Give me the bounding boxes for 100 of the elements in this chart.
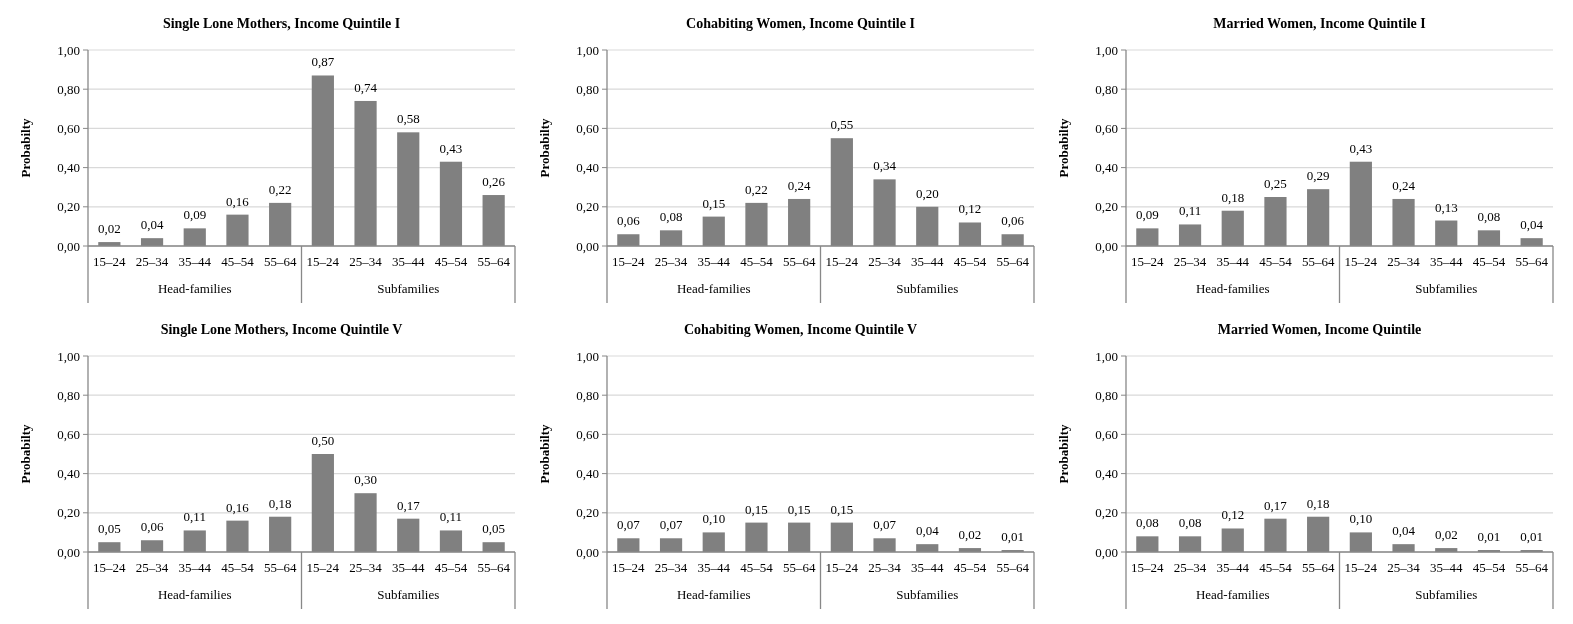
data-label: 0,04 (1520, 217, 1544, 233)
x-tick-label: 15–24 (825, 560, 859, 575)
data-label: 0,11 (439, 509, 463, 525)
data-label: 0,20 (915, 185, 939, 201)
text: Subfamilies (377, 587, 440, 602)
x-tick-label: 15–24 (1344, 254, 1378, 269)
x-tick-label: 25–34 (868, 560, 902, 575)
chart-title: Married Women, Income Quintile (1217, 322, 1422, 337)
x-tick-label: 45–54 (221, 254, 255, 269)
y-tick-label: 0,20 (576, 505, 599, 521)
data-label: 0,07 (659, 517, 683, 533)
y-tick-label: 0,80 (576, 387, 599, 403)
x-tick-label: 25–34 (654, 254, 688, 269)
y-axis-title: Probabilty (18, 424, 33, 484)
x-tick-label: 55–64 (996, 254, 1030, 269)
x-tick-label: 45–54 (1259, 254, 1293, 269)
text: Subfamilies (896, 587, 959, 602)
x-tick-label: 35–44 (911, 560, 944, 575)
x-tick-label: 45–54 (434, 560, 468, 575)
x-tick-label: 25–34 (135, 254, 169, 269)
data-label: 0,04 (1392, 523, 1416, 539)
text: Head-families (157, 281, 232, 296)
y-tick-label: 0,00 (576, 544, 599, 560)
y-tick-label: 0,60 (1095, 426, 1118, 442)
y-tick-label: 0,00 (1095, 238, 1118, 254)
y-tick-label: 0,40 (57, 160, 80, 176)
x-tick-label: 55–64 (782, 560, 816, 575)
y-tick-label: 0,20 (1095, 505, 1118, 521)
data-label: 0,15 (830, 501, 854, 517)
y-tick-label: 0,40 (57, 466, 80, 482)
text: Subfamilies (896, 281, 959, 296)
x-tick-label: 35–44 (697, 254, 731, 269)
data-label: 0,55 (830, 117, 854, 133)
data-label: 0,34 (873, 158, 897, 174)
text: Subfamilies (377, 281, 440, 296)
data-label: 0,15 (702, 195, 726, 211)
data-label: 0,02 (1434, 527, 1458, 543)
data-label: 0,29 (1306, 168, 1330, 184)
data-label: 0,50 (311, 433, 335, 448)
data-label: 0,10 (1349, 511, 1373, 527)
text: Head-families (676, 587, 751, 602)
y-tick-label: 0,60 (576, 426, 599, 442)
x-tick-label: 55–64 (477, 254, 511, 269)
y-axis-title: Probabilty (1056, 424, 1071, 484)
text: Head-families (157, 587, 232, 602)
chart-title: Cohabiting Women, Income Quintile I (686, 16, 915, 31)
y-axis-title: Probabilty (537, 424, 552, 484)
x-tick-label: 45–54 (434, 254, 468, 269)
x-tick-label: 55–64 (996, 560, 1030, 575)
data-label: 0,01 (1477, 529, 1501, 545)
data-label: 0,06 (616, 213, 641, 229)
data-label: 0,58 (396, 111, 420, 127)
x-tick-label: 25–34 (349, 254, 383, 269)
data-label: 0,10 (702, 511, 726, 527)
x-tick-label: 45–54 (953, 560, 987, 575)
x-tick-label: 35–44 (392, 560, 425, 575)
x-tick-label: 15–24 (1131, 560, 1165, 575)
x-tick-label: 35–44 (1216, 560, 1250, 575)
x-tick-label: 45–54 (1259, 560, 1293, 575)
y-tick-label: 0,40 (1095, 466, 1118, 482)
x-tick-label: 25–34 (1387, 560, 1421, 575)
y-tick-label: 0,60 (57, 120, 80, 136)
text: Subfamilies (1415, 281, 1478, 296)
y-tick-label: 1,00 (576, 348, 599, 364)
text: Head-families (676, 281, 751, 296)
x-tick-label: 15–24 (612, 254, 646, 269)
data-label: 0,08 (1477, 209, 1501, 225)
x-tick-label: 45–54 (1472, 560, 1506, 575)
y-tick-label: 0,60 (1095, 120, 1118, 136)
x-tick-label: 45–54 (740, 560, 774, 575)
data-label: 0,13 (1434, 199, 1458, 215)
x-tick-label: 25–34 (1173, 254, 1207, 269)
x-tick-label: 15–24 (306, 254, 340, 269)
x-tick-label: 25–34 (868, 254, 902, 269)
text: Head-families (1195, 281, 1270, 296)
x-tick-label: 15–24 (93, 254, 127, 269)
y-tick-label: 0,40 (576, 466, 599, 482)
data-label: 0,22 (268, 181, 292, 197)
y-tick-label: 0,40 (1095, 160, 1118, 176)
data-label: 0,11 (1178, 203, 1202, 219)
data-label: 0,22 (745, 181, 768, 197)
x-tick-label: 55–64 (782, 254, 816, 269)
chart-title: Single Lone Mothers, Income Quintile I (162, 16, 401, 31)
x-tick-label: 15–24 (306, 560, 340, 575)
data-label: 0,07 (616, 517, 641, 533)
data-label: 0,43 (439, 140, 463, 156)
data-label: 0,18 (1306, 495, 1330, 511)
y-tick-label: 0,00 (1095, 544, 1118, 560)
x-tick-label: 35–44 (697, 560, 731, 575)
x-tick-label: 15–24 (93, 560, 127, 575)
data-label: 0,17 (1264, 497, 1288, 513)
data-label: 0,17 (396, 497, 421, 513)
y-tick-label: 0,20 (1095, 199, 1118, 215)
x-tick-label: 45–54 (953, 254, 987, 269)
y-tick-label: 1,00 (576, 42, 599, 58)
data-label: 0,18 (268, 495, 292, 511)
data-label: 0,09 (1135, 207, 1159, 223)
data-label: 0,24 (787, 177, 812, 193)
x-tick-label: 45–54 (740, 254, 774, 269)
x-tick-label: 15–24 (612, 560, 646, 575)
